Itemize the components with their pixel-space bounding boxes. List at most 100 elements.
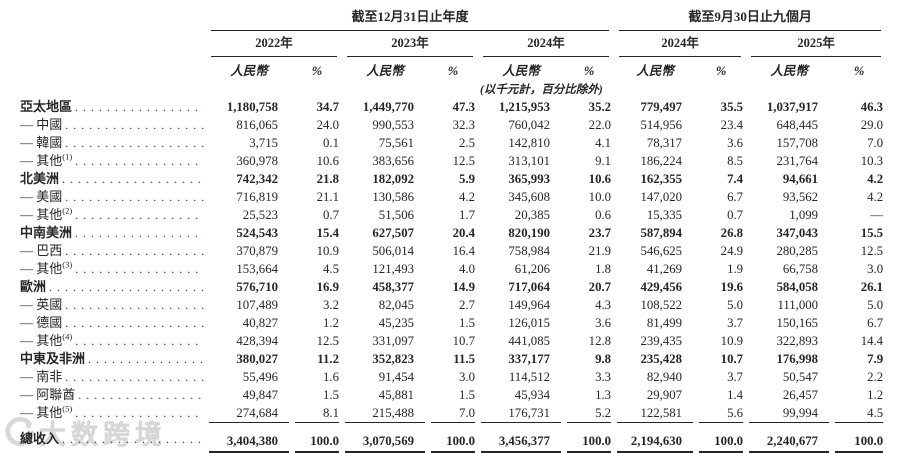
dot-leader [75, 260, 204, 278]
cell-value: 345,608 [508, 190, 550, 204]
period-group-header-row: 截至12月31日止年度 截至9月30日止九個月 [20, 6, 886, 31]
cell-value: 5.6 [696, 404, 746, 423]
table-row: — 阿聯酋 49,847 1.5 45,881 1.5 45,934 1.3 29,907 1.… [20, 386, 886, 404]
rmb-header: 人民幣 [366, 64, 404, 78]
cell-value: 55,496 [242, 370, 278, 384]
cell-value: 9.1 [595, 154, 612, 168]
row-label: — 韓國 [20, 134, 206, 152]
dot-leader [49, 278, 204, 296]
period-group-nine-months-title: 截至9月30日止九個月 [619, 6, 882, 31]
cell-value: 4.2 [867, 190, 884, 204]
row-label: — 英國 [20, 296, 206, 314]
table-row: — 德國 40,827 1.2 45,235 1.5 126,015 3.6 81,499 3.… [20, 314, 886, 332]
cell-value: 176,998 [776, 352, 819, 366]
dot-leader [75, 224, 204, 242]
year-2024: 2024年 [483, 32, 610, 57]
cell-value: 1.9 [727, 262, 744, 276]
cell-value: 21.1 [316, 190, 339, 204]
pct-header: % [853, 64, 865, 78]
cell-value: 7.0 [867, 136, 884, 150]
cell-value: 6.7 [727, 190, 744, 204]
cell-value: 150,165 [776, 316, 819, 330]
cell-value: 990,553 [372, 118, 414, 132]
dot-leader [65, 188, 204, 206]
year-header-row: 2022年 2023年 2024年 2024年 2025年 [20, 31, 886, 57]
cell-value: 627,507 [372, 226, 414, 240]
cell-value: 2.5 [459, 136, 475, 150]
cell-value: 14.9 [452, 280, 475, 294]
dot-leader [65, 242, 204, 260]
cell-value: 12.5 [860, 244, 884, 258]
footnote-marker: (1) [62, 151, 73, 162]
row-label: 總收入 [20, 423, 206, 453]
cell-value: 820,190 [508, 226, 550, 240]
cell-value: 82,045 [378, 298, 414, 312]
cell-value: 29,907 [646, 388, 683, 402]
cell-value: 1.5 [459, 316, 475, 330]
period-group-annual-title: 截至12月31日止年度 [211, 6, 610, 31]
cell-value: 742,342 [236, 172, 278, 186]
table-row: — 其他(1) 360,978 10.6 383,656 12.5 313,101 9.1 1… [20, 152, 886, 170]
table-row: 總收入3,404,380100.03,070,569100.03,456,377… [20, 423, 886, 453]
year-2023: 2023年 [347, 32, 473, 57]
cell-value: 153,664 [236, 262, 278, 276]
cell-value: 322,893 [776, 334, 819, 348]
row-label: 中東及非洲 [20, 350, 206, 368]
unit-note-row: (以千元計，百分比除外) [20, 81, 886, 98]
cell-value: 35.2 [588, 100, 612, 114]
cell-value: 46.3 [860, 100, 884, 114]
cell-value: 648,445 [776, 118, 819, 132]
cell-value: 370,879 [236, 244, 278, 258]
cell-value: 21.9 [588, 244, 612, 258]
cell-value: 47.3 [452, 100, 475, 114]
cell-value: 816,065 [236, 118, 278, 132]
cell-value: 10.0 [588, 190, 612, 204]
cell-value: 3,715 [249, 136, 278, 150]
cell-value: 8.1 [292, 404, 342, 423]
table-row: — 其他(3) 153,664 4.5 121,493 4.0 61,206 1.8 41,2… [20, 260, 886, 278]
cell-value: 347,043 [776, 226, 819, 240]
cell-value: 49,847 [242, 388, 278, 402]
cell-value: 91,454 [378, 370, 414, 384]
cell-value: 16.4 [452, 244, 475, 258]
cell-value: 280,285 [776, 244, 819, 258]
cell-value: 7.0 [428, 404, 478, 423]
cell-value: 126,015 [508, 316, 550, 330]
revenue-by-region-table: 截至12月31日止年度 截至9月30日止九個月 2022年 2023年 2024… [20, 6, 886, 453]
cell-value: 514,956 [640, 118, 683, 132]
dot-leader [75, 152, 204, 170]
cell-value: 7.4 [727, 172, 744, 186]
cell-value: 5.0 [727, 298, 744, 312]
cell-value: 10.3 [860, 154, 884, 168]
pct-header: % [447, 64, 459, 78]
cell-value: 3.7 [727, 370, 744, 384]
cell-value: 11.2 [317, 352, 339, 366]
cell-value: 130,586 [372, 190, 414, 204]
cell-value: 1.5 [323, 388, 339, 402]
cell-value: 94,661 [782, 172, 819, 186]
footnote-marker: (3) [62, 259, 73, 270]
cell-value: 149,964 [508, 298, 550, 312]
cell-value: 35.5 [720, 100, 744, 114]
cell-value: 100.0 [564, 423, 614, 453]
cell-value: 82,940 [646, 370, 683, 384]
cell-value: 100.0 [428, 423, 478, 453]
cell-value: 1.6 [323, 370, 339, 384]
cell-value: 1.2 [323, 316, 339, 330]
dot-leader [75, 98, 204, 116]
cell-value: 12.5 [452, 154, 475, 168]
table-row: 歐洲 576,710 16.9 458,377 14.9 717,064 20.7 429,4… [20, 278, 886, 296]
table-row: — 巴西 370,879 10.9 506,014 16.4 758,984 21.9 546… [20, 242, 886, 260]
cell-value: 760,042 [508, 118, 550, 132]
cell-value: 576,710 [236, 280, 278, 294]
table-row: — 英國 107,489 3.2 82,045 2.7 149,964 4.3 108,522… [20, 296, 886, 314]
cell-value: 4.0 [459, 262, 475, 276]
year-2022: 2022年 [211, 32, 337, 57]
cell-value: 2,240,677 [746, 423, 832, 453]
cell-value: 215,488 [342, 404, 428, 423]
row-label: 歐洲 [20, 278, 206, 296]
cell-value: 2.2 [867, 370, 884, 384]
table-row: 中東及非洲 380,027 11.2 352,823 11.5 337,177 9.8 235… [20, 350, 886, 368]
cell-value: 22.0 [588, 118, 612, 132]
